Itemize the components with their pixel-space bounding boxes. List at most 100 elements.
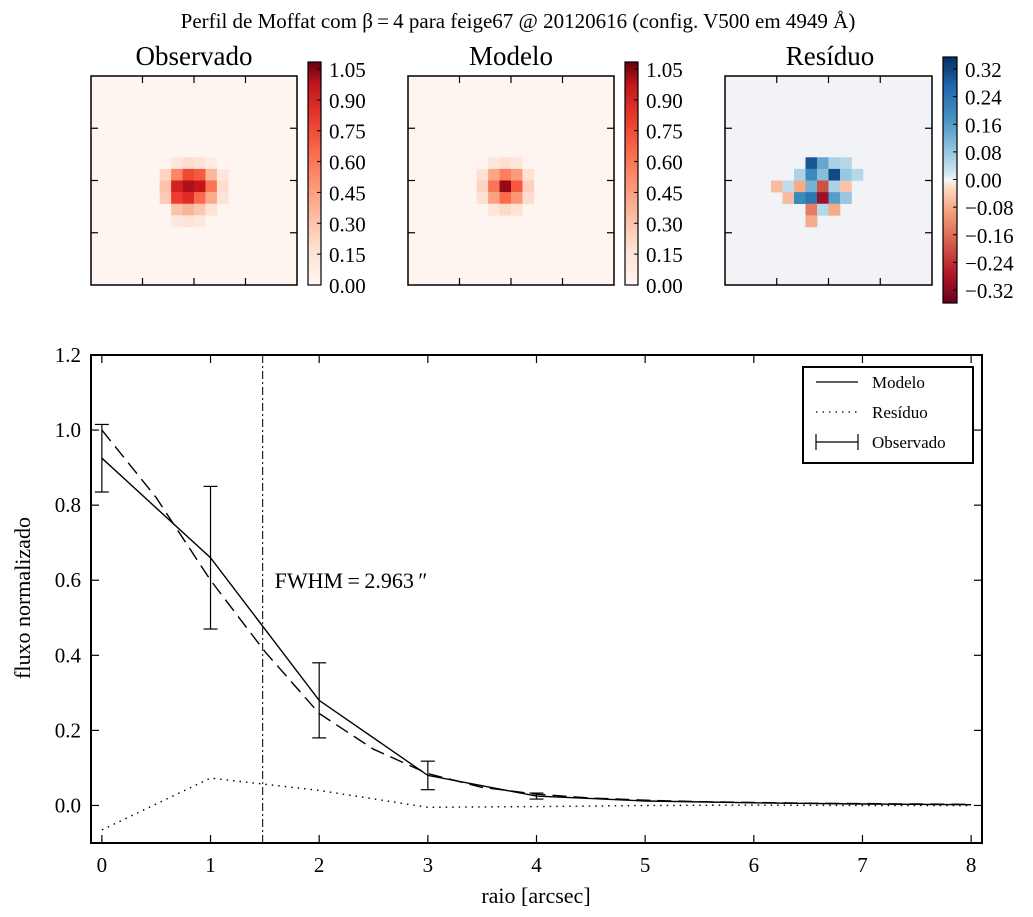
colorbar-tick-label: −0.16	[965, 224, 1014, 248]
colorbar-tick-label: 0.60	[329, 151, 366, 175]
image-pixel	[805, 215, 818, 228]
panel-title-residuo: Resíduo	[786, 41, 875, 71]
image-pixel	[205, 192, 218, 205]
image-pixel	[216, 192, 229, 205]
image-pixel	[205, 203, 218, 216]
image-observado-ticks	[91, 76, 297, 285]
colorbar-tick-label: 0.75	[646, 120, 683, 144]
panel-residuo: Resíduo 0.32 0.24 0.16 0.08 0.00 −0.08 −0.16 −0…	[724, 41, 1014, 304]
image-pixel	[182, 203, 195, 216]
image-pixel	[159, 180, 172, 193]
image-pixel	[194, 203, 206, 216]
colorbar-tick-label: −0.24	[965, 251, 1014, 275]
image-pixel	[511, 168, 523, 181]
image-pixel	[511, 180, 523, 193]
image-pixel	[817, 168, 829, 181]
colorbar-tick-label: 0.45	[646, 181, 683, 205]
image-pixel	[805, 180, 818, 193]
image-pixel	[522, 180, 535, 193]
panel-modelo: Modelo 1.05 0.90 0.75 0.60 0.45 0.30 0.15 0.00	[407, 41, 683, 298]
panel-title-observado: Observado	[136, 41, 253, 71]
image-pixel	[794, 180, 806, 193]
colorbar-tick-label: 0.30	[646, 212, 683, 236]
y-tick-label: 0.6	[55, 568, 81, 592]
x-tick-label: 8	[966, 853, 977, 877]
fwhm-annotation: FWHM = 2.963 ″	[275, 568, 428, 593]
colorbar-tick-label: 0.00	[329, 274, 366, 298]
image-pixel	[171, 168, 183, 181]
x-tick-label: 2	[314, 853, 325, 877]
image-pixel	[476, 168, 489, 181]
colorbar-tick-label: 1.05	[646, 58, 683, 82]
image-pixel	[499, 192, 512, 205]
image-pixel	[194, 168, 206, 181]
image-pixel	[476, 180, 489, 193]
y-tick-label: 1.0	[55, 418, 81, 442]
colorbar-tick-label: 0.90	[329, 89, 366, 113]
image-pixel	[499, 157, 512, 170]
colorbar-tick-label: 0.00	[965, 169, 1002, 193]
image-pixel	[805, 203, 818, 216]
image-pixel	[499, 168, 512, 181]
x-tick-label: 1	[205, 853, 216, 877]
image-residuo-pixels	[771, 157, 864, 228]
image-residuo-ticks	[725, 76, 932, 285]
image-pixel	[782, 192, 795, 205]
image-pixel	[182, 192, 195, 205]
image-pixel	[828, 157, 841, 170]
colorbar-residuo-ticks: 0.32 0.24 0.16 0.08 0.00 −0.08 −0.16 −0.24 −0.32	[953, 58, 1014, 303]
image-modelo-pixels	[476, 157, 535, 216]
error-bar	[94, 423, 109, 493]
image-pixel	[194, 157, 206, 170]
colorbar-tick-label: 0.75	[329, 120, 366, 144]
plot-ticks: 0 1 2 3 4 5 6 7 8 0.0 0.2 0.4 0.6 0.8 1.0 1.2	[55, 343, 982, 877]
y-axis-label: fluxo normalizado	[10, 517, 35, 679]
image-modelo-ticks	[408, 76, 614, 285]
colorbar-modelo-ticks: 1.05 0.90 0.75 0.60 0.45 0.30 0.15 0.00	[634, 58, 683, 298]
y-tick-label: 0.4	[55, 643, 82, 667]
image-pixel	[488, 192, 500, 205]
image-pixel	[216, 168, 229, 181]
plot-series	[94, 355, 972, 843]
legend-observado-swatch	[815, 434, 859, 450]
colorbar-tick-label: 0.45	[329, 181, 366, 205]
x-tick-label: 7	[857, 853, 868, 877]
image-pixel	[522, 168, 535, 181]
series-residuo-line	[101, 777, 972, 831]
image-pixel	[771, 180, 783, 193]
image-pixel	[817, 192, 829, 205]
x-tick-label: 5	[640, 853, 651, 877]
image-pixel	[171, 203, 183, 216]
x-axis-label: raio [arcsec]	[481, 883, 590, 908]
profile-plot: 0 1 2 3 4 5 6 7 8 0.0 0.2 0.4 0.6 0.8 1.0 1.2 FWHM = 2.…	[10, 343, 983, 908]
legend-modelo-label: Modelo	[872, 373, 925, 392]
legend-observado-label: Observado	[872, 433, 946, 452]
legend: Modelo Resíduo Observado	[802, 366, 974, 464]
image-pixel	[171, 180, 183, 193]
image-pixel	[511, 203, 523, 216]
image-pixel	[499, 203, 512, 216]
colorbar-tick-label: 0.60	[646, 151, 683, 175]
image-pixel	[840, 157, 852, 170]
image-pixel	[488, 157, 500, 170]
figure-title: Perfil de Moffat com β = 4 para feige67 …	[181, 9, 856, 33]
image-pixel	[840, 192, 852, 205]
image-pixel	[159, 192, 172, 205]
colorbar-modelo	[624, 61, 639, 286]
image-pixel	[828, 192, 841, 205]
image-pixel	[840, 180, 852, 193]
image-pixel	[194, 192, 206, 205]
image-pixel	[182, 168, 195, 181]
error-bar	[203, 485, 218, 630]
image-pixel	[805, 192, 818, 205]
colorbar-tick-label: 0.16	[965, 113, 1002, 137]
colorbar-tick-label: 0.08	[965, 141, 1002, 165]
image-pixel	[794, 168, 806, 181]
image-pixel	[182, 180, 195, 193]
image-pixel	[194, 215, 206, 228]
colorbar-tick-label: 0.30	[329, 212, 366, 236]
colorbar-tick-label: 0.15	[329, 243, 366, 267]
image-pixel	[488, 203, 500, 216]
x-tick-label: 6	[749, 853, 760, 877]
